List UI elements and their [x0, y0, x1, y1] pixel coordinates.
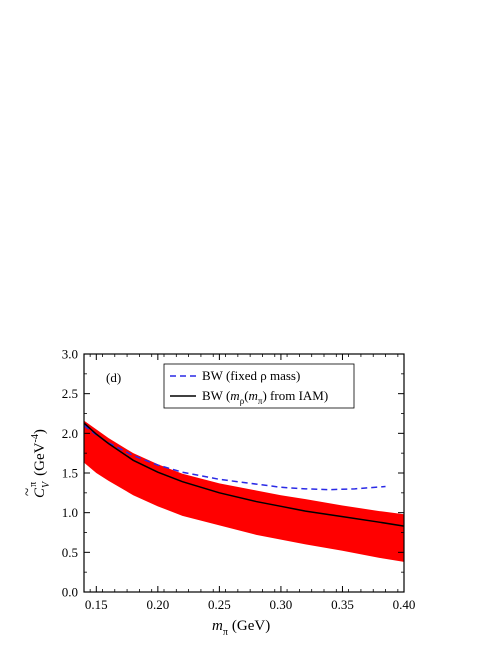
plot-content: [83, 420, 405, 562]
x-tick-label: 0.25: [208, 597, 231, 612]
y-tick-label: 2.5: [62, 386, 78, 401]
legend-box: [163, 363, 355, 409]
legend-label-fixed-rho: BW (fixed ρ mass): [202, 368, 300, 383]
x-tick-label: 0.20: [146, 597, 169, 612]
y-tick-label: 1.5: [62, 466, 78, 481]
x-tick-label: 0.40: [393, 597, 416, 612]
x-axis-title: mπ (GeV): [212, 618, 270, 638]
svg-text:CVπ(GeV-4): CVπ(GeV-4): [28, 429, 52, 498]
y-tick-label: 3.0: [62, 347, 78, 362]
uncertainty-band: [84, 420, 404, 562]
y-tick-label: 2.0: [62, 426, 78, 441]
y-axis-title: CVπ(GeV-4) ~: [20, 429, 52, 498]
x-tick-label: 0.15: [85, 597, 108, 612]
x-tick-label: 0.30: [270, 597, 293, 612]
svg-text:~: ~: [20, 488, 36, 496]
x-tick-label: 0.35: [331, 597, 354, 612]
y-tick-label: 0.0: [62, 585, 78, 600]
y-tick-label: 1.0: [62, 505, 78, 520]
legend-label-iam: BW (mρ(mπ) from IAM): [202, 388, 328, 406]
y-tick-label: 0.5: [62, 545, 78, 560]
series-iam: [83, 422, 405, 527]
axis-ticks: 0.15 0.20 0.25 0.30 0.35 0.40 0.0 0.5 1.0 1.5 2.0 2…: [62, 347, 416, 613]
legend: BW (fixed ρ mass) BW (mρ(mπ) from IAM): [163, 363, 355, 409]
panel-label: (d): [106, 370, 121, 385]
